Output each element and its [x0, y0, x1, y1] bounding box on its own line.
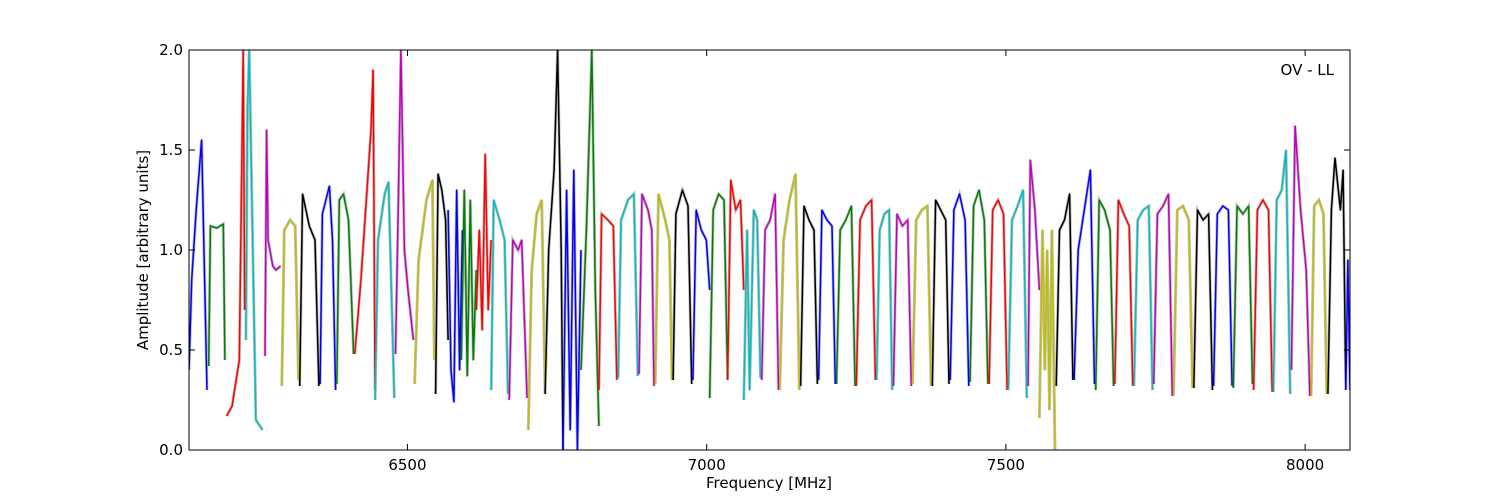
spectrum-segment-line [931, 199, 950, 387]
spectrum-segment-line [638, 193, 655, 387]
x-tick-label: 7500 [987, 456, 1025, 474]
spectrum-segment-line [911, 205, 932, 387]
x-tick-label: 7000 [688, 456, 726, 474]
x-axis-label: Frequency [MHz] [706, 474, 832, 492]
y-tick-label: 1.5 [159, 141, 183, 159]
plot-area [189, 50, 1350, 450]
spectrum-segment-line [1290, 125, 1311, 397]
x-axis-ticks: 6500 7000 7500 8000 [388, 50, 1324, 474]
spectrum-segment-line [778, 173, 801, 391]
spectrum-segment-line [855, 199, 877, 387]
spectrum-segment-line [1114, 199, 1134, 387]
spectrum-segment-line [799, 205, 819, 387]
spectrum-segment-line [1272, 149, 1291, 395]
spectrum-segment-line [544, 50, 564, 450]
spectrum-segment-line [508, 239, 528, 401]
spectrum-segment-line [490, 199, 509, 395]
spectrum-segment-line [580, 50, 600, 427]
spectrum-segment-line [264, 129, 282, 357]
spectrum-segment-line [226, 50, 246, 417]
x-tick-label: 8000 [1286, 456, 1324, 474]
panel-annotation: OV - LL [1281, 61, 1335, 79]
x-tick-label: 6500 [388, 456, 426, 474]
spectrum-segment-line [1055, 193, 1074, 387]
spectrum-segment-line [875, 209, 893, 391]
spectrum-series-layer [189, 50, 1350, 450]
spectrum-segment-line [319, 185, 337, 391]
spectrum-segment-line [413, 179, 436, 385]
spectrum-segment-line [1133, 205, 1154, 391]
spectrum-segment-line [354, 69, 376, 391]
spectrum-segment-line [708, 193, 729, 399]
spectrum-segment-line [726, 179, 745, 381]
spectrum-segment-line [527, 199, 546, 431]
spectrum-segment-line [969, 189, 989, 385]
spectrum-segment-line [692, 209, 711, 381]
spectrum-segment-line [892, 213, 913, 387]
y-tick-label: 1.0 [159, 241, 183, 259]
spectrum-segment-line [672, 189, 693, 385]
spectrum-segment-line [598, 213, 618, 391]
spectrum-segment-line [1007, 189, 1028, 399]
y-tick-label: 0.0 [159, 441, 183, 459]
y-axis-label: Amplitude [arbitrary units] [134, 150, 152, 350]
spectrum-segment-line [207, 223, 226, 367]
spectrum-segment-line [1232, 205, 1254, 389]
spectrum-segment-line [1152, 193, 1174, 397]
spectrum-segment-line [1193, 209, 1214, 391]
spectrum-segment-line [949, 193, 970, 387]
spectrum-segment-line [654, 193, 673, 385]
spectrum-segment-line [1172, 205, 1194, 397]
spectrum-segment-line [1252, 199, 1273, 393]
spectrum-segment-line [1027, 159, 1041, 387]
spectrum-segment-line [835, 205, 856, 387]
spectrum-segment-line [475, 153, 492, 331]
y-tick-label: 0.5 [159, 341, 183, 359]
spectrum-segment-line [434, 173, 449, 395]
spectrum-segment-line [1345, 259, 1350, 391]
spectrum-segment-line [189, 139, 208, 391]
spectrum-segment-line [336, 193, 355, 385]
spectrum-segment-line [743, 209, 762, 401]
spectrum-segment-line [1212, 205, 1233, 387]
spectrum-segment-line [617, 193, 639, 379]
spectrum-segment-line [1038, 229, 1056, 450]
spectrum-segment-line [374, 181, 396, 401]
spectrum-segment-line [460, 189, 478, 377]
spectrum-segment-line [760, 193, 780, 391]
spectrum-segment-line [817, 209, 837, 385]
spectrum-segment-line [281, 219, 300, 387]
spectrum-segment-line [447, 189, 464, 403]
spectrum-segment-line [298, 193, 320, 387]
spectrum-segment-line [1094, 199, 1115, 391]
spectrum-segment-line [1327, 157, 1347, 395]
spectrum-segment-line [1310, 199, 1328, 397]
y-tick-label: 2.0 [159, 41, 183, 59]
spectrum-segment-line [1073, 169, 1096, 385]
spectrum-segment-line [988, 199, 1008, 391]
y-axis-ticks: 0.0 0.5 1.0 1.5 2.0 [159, 41, 1350, 459]
spectrum-segment-line [245, 50, 264, 431]
spectrum-segment-line [394, 50, 415, 355]
spectrum-segment-line [562, 169, 582, 450]
